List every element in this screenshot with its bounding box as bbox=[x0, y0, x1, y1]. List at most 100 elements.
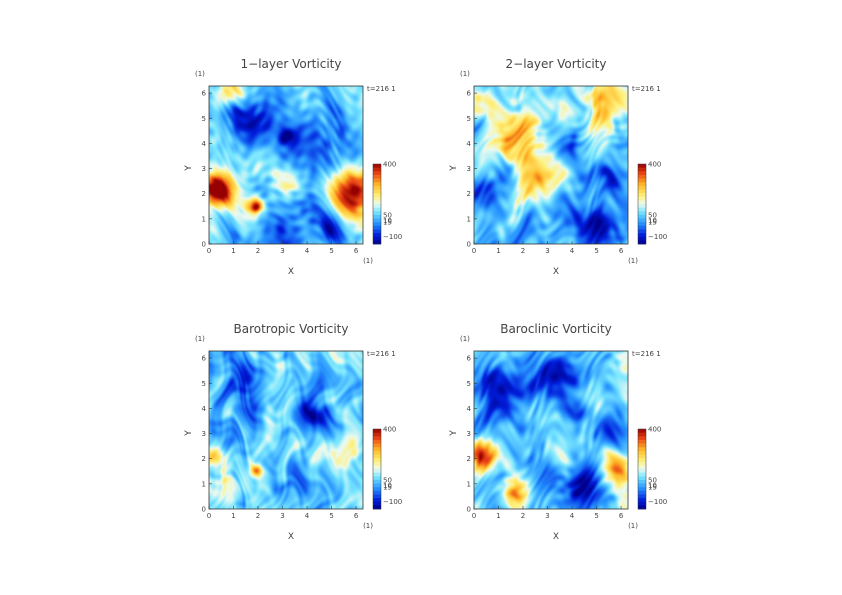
chart-panel-4: Baroclinic Vorticity 0 1 2 3 4 5 6 0 1 2 3 4 5 6 X Y (1) (… bbox=[449, 322, 667, 542]
colorbar-label: 50 bbox=[383, 476, 392, 484]
colorbar-band bbox=[373, 465, 381, 470]
chart-title: 2−layer Vorticity bbox=[506, 57, 607, 71]
colorbar-band bbox=[638, 174, 646, 179]
y-tick-label: 0 bbox=[202, 241, 206, 249]
plot-frame bbox=[473, 85, 629, 245]
colorbar-label: 10 bbox=[383, 217, 392, 225]
colorbar-band bbox=[373, 182, 381, 187]
colorbar-label: 400 bbox=[383, 426, 396, 434]
y-tick-label: 6 bbox=[202, 355, 207, 363]
time-label: t=216 1 bbox=[367, 350, 396, 358]
x-tick-label: 5 bbox=[329, 247, 333, 255]
x-tick-label: 6 bbox=[354, 247, 359, 255]
colorbar-band bbox=[373, 505, 381, 510]
x-tick-label: 5 bbox=[329, 512, 333, 520]
x-tick-label: 2 bbox=[256, 512, 260, 520]
colorbar-label: 15 bbox=[648, 484, 657, 492]
colorbar-band bbox=[373, 454, 381, 459]
colorbar-label: 400 bbox=[648, 161, 661, 169]
colorbar-band bbox=[638, 487, 646, 492]
x-tick-label: 4 bbox=[305, 247, 310, 255]
x-tick-label: 3 bbox=[545, 247, 549, 255]
x-tick-label: 1 bbox=[231, 247, 235, 255]
colorbar-label: 50 bbox=[383, 211, 392, 219]
colorbar-band bbox=[638, 189, 646, 194]
colorbar-band bbox=[638, 472, 646, 477]
y-tick-label: 0 bbox=[467, 506, 471, 514]
y-unit-label: (1) bbox=[195, 70, 205, 78]
colorbar-band bbox=[373, 498, 381, 503]
y-tick-label: 6 bbox=[467, 355, 472, 363]
y-axis-label: Y bbox=[184, 430, 194, 437]
colorbar-label: 50 bbox=[648, 476, 657, 484]
colorbar-band bbox=[638, 490, 646, 495]
x-axis-label: X bbox=[288, 267, 294, 277]
x-tick-label: 3 bbox=[280, 247, 284, 255]
chart-panel-2: 2−layer Vorticity 0 1 2 3 4 5 6 0 1 2 3 4 5 6 X Y (1) (1) t… bbox=[449, 57, 667, 277]
colorbar-band bbox=[373, 233, 381, 238]
y-tick-label: 0 bbox=[467, 241, 471, 249]
chart-title: Baroclinic Vorticity bbox=[500, 322, 612, 336]
vorticity-field bbox=[474, 351, 628, 509]
colorbar-band bbox=[373, 229, 381, 234]
x-unit-label: (1) bbox=[628, 257, 638, 265]
colorbar-label: 15 bbox=[383, 484, 392, 492]
colorbar-band bbox=[373, 476, 381, 481]
x-tick-label: 1 bbox=[496, 247, 500, 255]
colorbar-band bbox=[373, 447, 381, 452]
colorbar-band bbox=[638, 439, 646, 444]
chart-title: Barotropic Vorticity bbox=[233, 322, 348, 336]
x-axis-label: X bbox=[553, 532, 559, 542]
colorbar-band bbox=[373, 490, 381, 495]
y-unit-label: (1) bbox=[460, 70, 470, 78]
colorbar-band bbox=[373, 461, 381, 466]
colorbar-band bbox=[373, 185, 381, 190]
x-tick-label: 0 bbox=[472, 247, 476, 255]
y-tick-label: 5 bbox=[467, 115, 471, 123]
colorbar-band bbox=[638, 164, 646, 169]
y-tick-label: 1 bbox=[467, 480, 471, 488]
colorbar-band bbox=[373, 222, 381, 227]
y-axis-label: Y bbox=[449, 430, 459, 437]
colorbar-label: 400 bbox=[648, 426, 661, 434]
colorbar-band bbox=[638, 167, 646, 172]
colorbar-band bbox=[373, 436, 381, 441]
y-tick-label: 4 bbox=[467, 140, 472, 148]
x-tick-label: 3 bbox=[280, 512, 284, 520]
colorbar-band bbox=[373, 236, 381, 241]
colorbar-band bbox=[373, 225, 381, 230]
x-tick-label: 0 bbox=[472, 512, 476, 520]
colorbar-label: −100 bbox=[383, 498, 402, 506]
x-tick-label: 4 bbox=[305, 512, 310, 520]
x-tick-label: 6 bbox=[619, 512, 624, 520]
colorbar-label: −100 bbox=[648, 233, 667, 241]
colorbar-band bbox=[373, 211, 381, 216]
y-tick-label: 4 bbox=[202, 405, 207, 413]
colorbar-band bbox=[373, 164, 381, 169]
y-tick-label: 1 bbox=[202, 480, 206, 488]
colorbar-frame bbox=[372, 163, 382, 245]
colorbar-band bbox=[638, 225, 646, 230]
plot-frame bbox=[473, 350, 629, 510]
time-label: t=216 1 bbox=[632, 85, 661, 93]
colorbar-band bbox=[373, 439, 381, 444]
x-tick-label: 5 bbox=[594, 512, 598, 520]
colorbar-band bbox=[638, 479, 646, 484]
colorbar-band bbox=[638, 182, 646, 187]
time-label: t=216 1 bbox=[632, 350, 661, 358]
chart-panel-3: Barotropic Vorticity 0 1 2 3 4 5 6 0 1 2 3 4 5 6 X Y (1) (… bbox=[184, 322, 402, 542]
time-label: t=216 1 bbox=[367, 85, 396, 93]
y-tick-label: 1 bbox=[467, 215, 471, 223]
colorbar-band bbox=[373, 501, 381, 506]
colorbar-band bbox=[373, 214, 381, 219]
colorbar-band bbox=[638, 211, 646, 216]
y-tick-label: 1 bbox=[202, 215, 206, 223]
x-axis-label: X bbox=[288, 532, 294, 542]
colorbar-label: 15 bbox=[648, 219, 657, 227]
colorbar-band bbox=[373, 479, 381, 484]
x-tick-label: 4 bbox=[570, 247, 575, 255]
x-tick-label: 3 bbox=[545, 512, 549, 520]
y-tick-label: 2 bbox=[467, 190, 471, 198]
y-tick-label: 5 bbox=[467, 380, 471, 388]
